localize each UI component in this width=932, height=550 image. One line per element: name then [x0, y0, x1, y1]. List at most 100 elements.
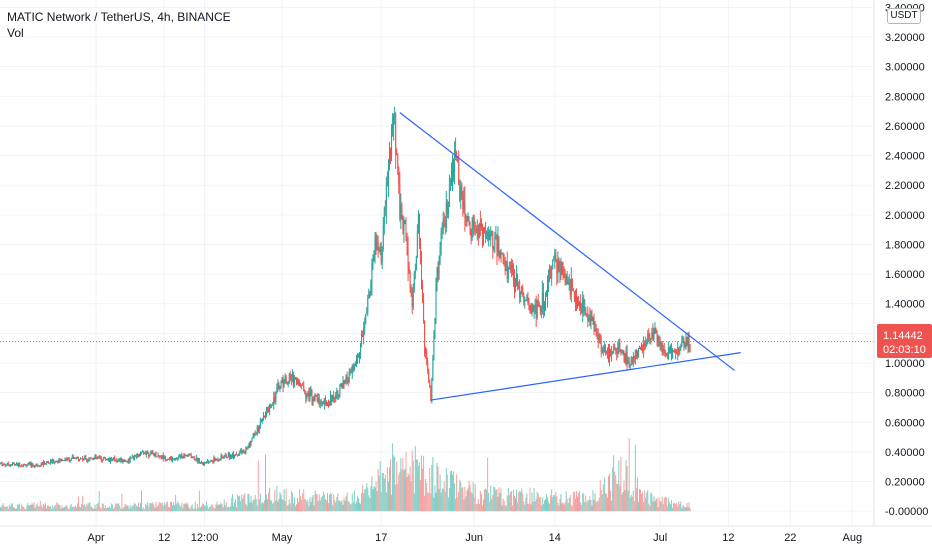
candle-body	[671, 348, 673, 358]
candle-body	[565, 275, 567, 283]
volume-bar	[533, 488, 535, 512]
volume-bar	[685, 507, 687, 512]
candle-body	[446, 202, 448, 214]
candle-body	[24, 464, 26, 466]
volume-bar	[34, 508, 36, 512]
volume-bar	[231, 493, 233, 512]
candle-body	[595, 329, 597, 332]
volume-bar	[59, 505, 61, 512]
volume-bar	[178, 503, 180, 512]
volume-bar	[169, 501, 171, 512]
candle-body	[44, 463, 46, 465]
candle-body	[463, 201, 465, 210]
candle-body	[573, 291, 575, 302]
candle-body	[126, 461, 128, 463]
price-axis[interactable]: 3.400003.200003.000002.800002.600002.400…	[885, 2, 928, 518]
volume-bar	[578, 492, 580, 512]
candle-body	[376, 242, 378, 251]
volume-bar	[300, 496, 302, 512]
volume-bar	[600, 489, 602, 512]
candle-body	[513, 281, 515, 288]
volume-bar	[657, 507, 659, 512]
symbol-title[interactable]: MATIC Network / TetherUS, 4h, BINANCE	[7, 10, 231, 24]
volume-bar	[412, 460, 414, 512]
volume-bar	[675, 504, 677, 512]
currency-badge[interactable]: USDT	[887, 8, 921, 24]
volume-bar	[631, 496, 633, 512]
volume-bar	[676, 503, 678, 512]
volume-bar	[162, 505, 164, 512]
candle-body	[527, 296, 529, 302]
candle-body	[506, 261, 508, 279]
volume-bar	[380, 491, 382, 512]
volume-bar	[396, 461, 398, 512]
candle-body	[634, 350, 636, 360]
candle-body	[399, 184, 401, 219]
candle-body	[499, 252, 501, 255]
candle-body	[379, 246, 381, 249]
volume-bar	[610, 490, 612, 512]
candle-body	[402, 219, 404, 231]
volume-bar	[181, 502, 183, 512]
candle-body	[40, 463, 42, 467]
candle-body	[284, 376, 286, 382]
volume-bar	[450, 470, 452, 512]
volume-bar	[516, 489, 518, 512]
candle-body	[124, 460, 126, 462]
candle-body	[541, 292, 543, 308]
volume-bar	[464, 486, 466, 512]
candle-body	[529, 306, 531, 309]
candle-body	[673, 350, 675, 352]
volume-bar	[257, 460, 259, 512]
volume-bar	[320, 497, 322, 512]
candle-body	[475, 229, 477, 233]
volume-bar	[630, 494, 632, 512]
volume-bar	[559, 498, 561, 512]
volume-bar	[484, 489, 486, 512]
time-axis[interactable]: Apr 12 12:00 May 17 Jun 14 Jul 12 22 Aug	[88, 532, 863, 544]
volume-bar	[476, 503, 478, 512]
candle-body	[84, 455, 86, 459]
volume-bar	[41, 507, 43, 512]
volume-bar	[82, 495, 84, 512]
volume-bar	[151, 503, 153, 512]
volume-bar	[249, 502, 251, 512]
volume-bar	[637, 502, 639, 512]
volume-bar	[350, 503, 352, 512]
volume-bar	[569, 494, 571, 512]
candle-body	[369, 291, 371, 293]
volume-bar	[647, 490, 649, 512]
volume-bar	[175, 495, 177, 512]
volume-bar	[684, 507, 686, 512]
candle-body	[219, 458, 221, 460]
candle-body	[192, 456, 194, 458]
volume-bar	[295, 504, 297, 512]
volume-indicator-label[interactable]: Vol	[7, 26, 24, 40]
volume-bar	[526, 493, 528, 512]
volume-bar	[520, 491, 522, 512]
volume-bar	[183, 503, 185, 512]
volume-bar	[686, 503, 688, 512]
candle-body	[232, 453, 234, 458]
candle-body	[407, 250, 409, 267]
volume-bar	[489, 501, 491, 512]
volume-bar	[190, 506, 192, 512]
candle-body	[182, 455, 184, 459]
volume-bar	[387, 481, 389, 512]
volume-bar	[470, 492, 472, 512]
volume-bar	[565, 491, 567, 512]
candle-body	[205, 462, 207, 464]
volume-bar	[107, 507, 109, 512]
candle-body	[0, 462, 2, 464]
volume-bar	[292, 503, 294, 512]
candle-body	[177, 458, 179, 460]
volume-bar	[395, 484, 397, 512]
x-tick-label: Apr	[88, 532, 105, 544]
candle-body	[195, 457, 197, 460]
candle-body	[67, 457, 69, 459]
candle-body	[55, 461, 57, 463]
volume-bar	[221, 504, 223, 512]
volume-bar	[363, 493, 365, 512]
volume-bar	[132, 505, 134, 512]
